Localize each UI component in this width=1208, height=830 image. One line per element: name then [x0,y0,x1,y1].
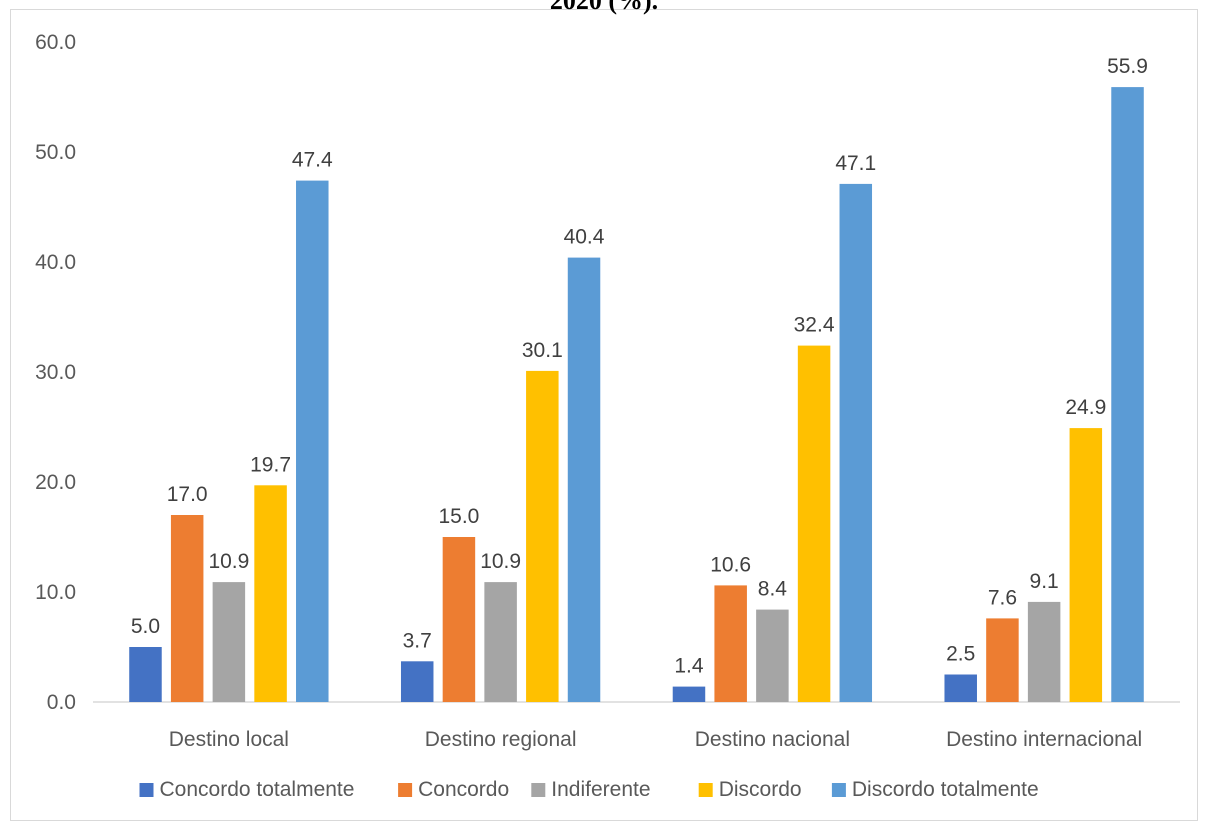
legend: Concordo totalmente Concordo Indiferente Di… [139,778,1039,801]
bar [1111,87,1144,703]
bar [839,183,873,702]
data-label: 10.9 [208,550,249,573]
bar [212,582,246,702]
bar [296,180,329,703]
bar [986,618,1019,702]
bar [170,515,204,702]
legend-swatch [139,783,154,797]
bars [93,87,1180,703]
bar [756,609,789,702]
legend-swatch [698,783,713,797]
bar [129,647,162,702]
data-label: 8.4 [758,578,788,601]
y-tick-label: 60.0 [35,31,76,54]
y-tick-label: 50.0 [35,141,76,164]
data-label: 55.9 [1107,55,1148,78]
y-tick-label: 10.0 [35,581,76,604]
data-label: 32.4 [794,314,835,337]
y-tick-label: 0.0 [47,691,76,714]
bar [714,585,747,702]
bar [484,582,517,702]
data-label: 47.1 [835,152,876,175]
category-label: Destino regional [425,728,577,751]
data-label: 19.7 [250,453,291,476]
bar [672,686,706,702]
data-label: 9.1 [1030,570,1059,593]
bar [1027,601,1061,702]
legend-swatch [398,783,413,797]
bar [1069,428,1103,702]
data-label: 5.0 [131,615,160,638]
data-label: 7.6 [988,586,1017,609]
data-label: 15.0 [438,505,479,528]
y-tick-label: 20.0 [35,471,76,494]
chart-title: 2020 (%). [549,0,659,15]
bar [797,345,831,702]
bar [944,674,977,702]
category-label: Destino internacional [946,728,1142,751]
legend-label: Indiferente [551,778,650,801]
legend-label: Concordo [418,778,509,801]
data-label: 24.9 [1065,396,1106,419]
x-axis-categories: Destino local Destino regional Destino nac… [169,728,1142,751]
data-label: 47.4 [292,149,333,172]
bar [400,661,434,702]
data-label: 10.6 [710,553,751,576]
legend-swatch [831,783,846,797]
data-label: 17.0 [167,483,208,506]
data-label: 30.1 [522,339,563,362]
data-label: 3.7 [403,629,432,652]
y-tick-label: 40.0 [35,251,76,274]
category-label: Destino nacional [695,728,850,751]
bar [567,257,601,702]
category-label: Destino local [169,728,289,751]
legend-label: Discordo totalmente [852,778,1039,801]
bar [442,537,476,702]
legend-label: Discordo [719,778,802,801]
data-label: 1.4 [674,655,704,678]
data-labels: 5.017.010.919.747.43.715.010.930.140.41.… [131,55,1148,678]
y-tick-label: 30.0 [35,361,76,384]
y-axis-ticks: 0.0 10.0 20.0 30.0 40.0 50.0 60.0 [35,31,76,714]
legend-label: Concordo totalmente [160,778,355,801]
bar [526,370,559,702]
bar [254,485,287,702]
legend-swatch [531,783,546,797]
data-label: 2.5 [946,643,975,666]
data-label: 40.4 [564,226,605,249]
data-label: 10.9 [480,550,521,573]
